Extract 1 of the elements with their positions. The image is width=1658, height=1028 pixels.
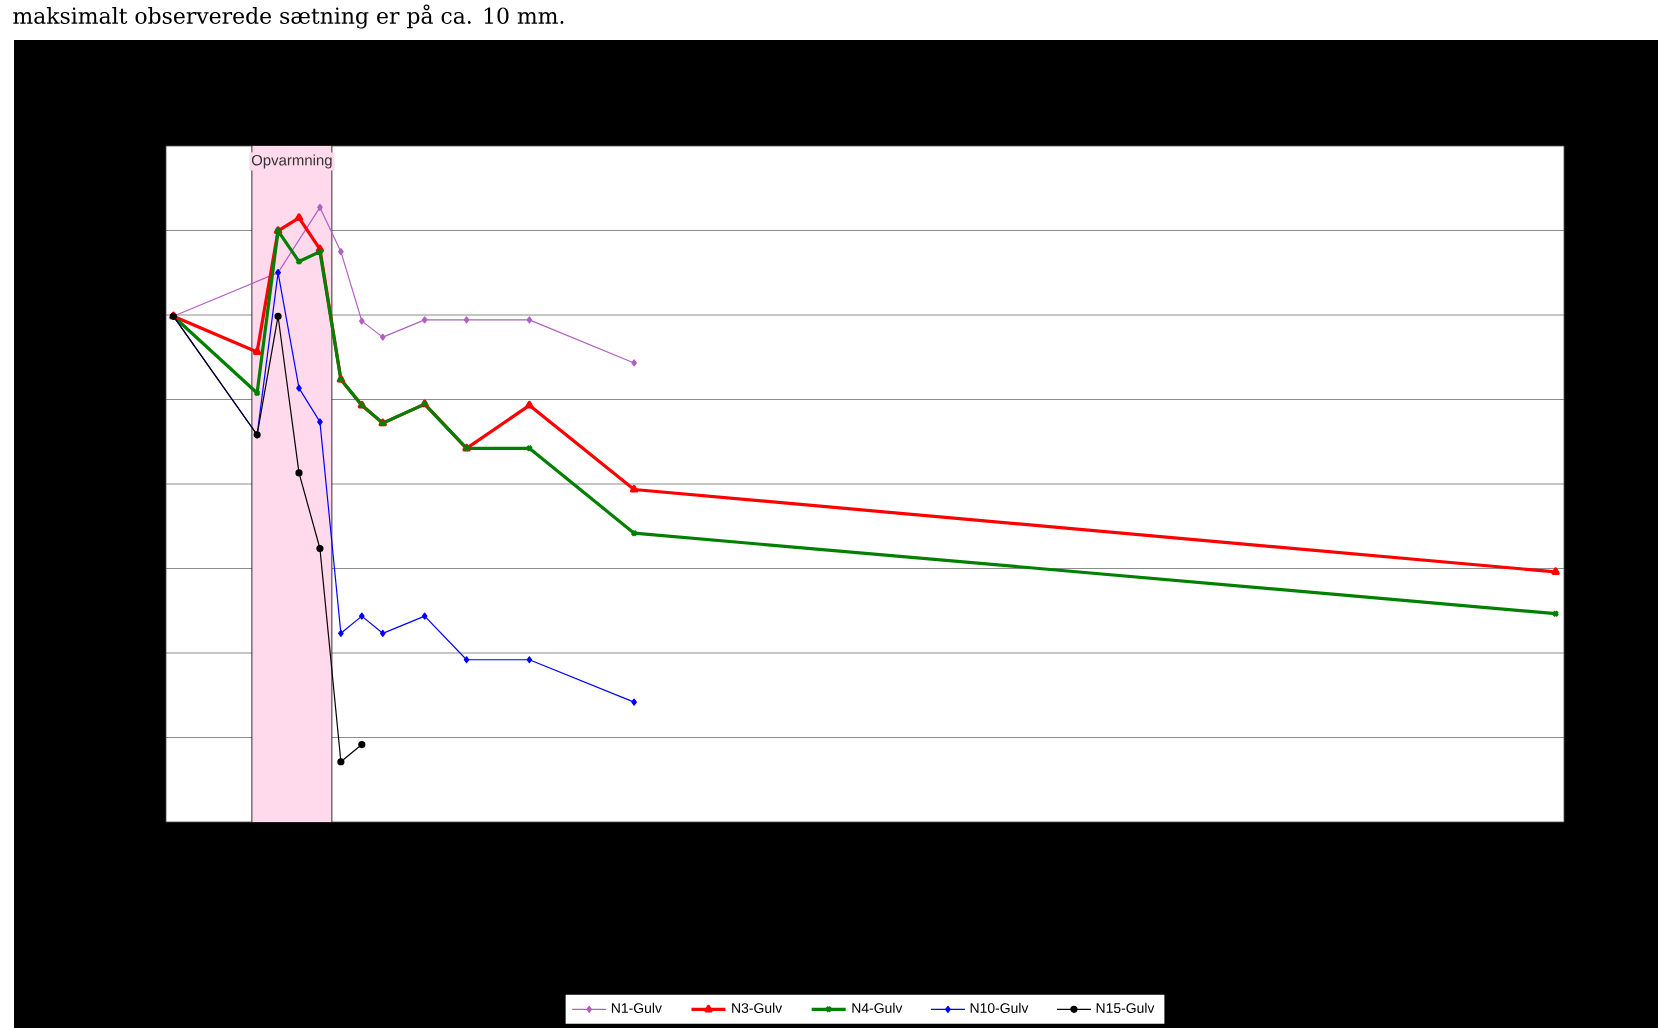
text: maksimalt observerede sætning er på ca. 10 mm. (13, 4, 564, 29)
